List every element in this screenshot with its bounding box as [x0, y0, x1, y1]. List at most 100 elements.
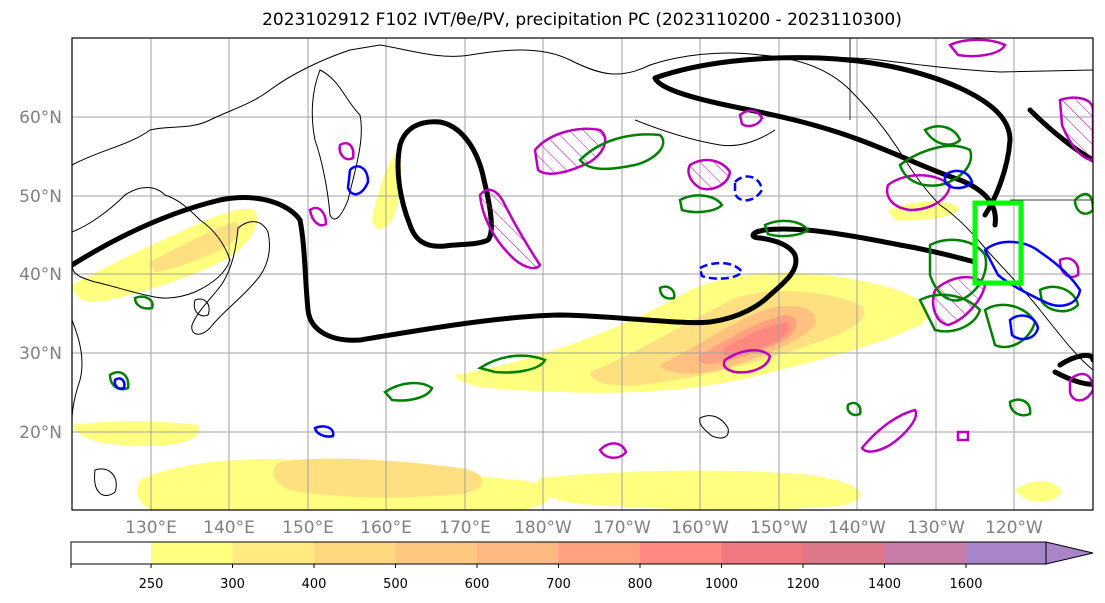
colorbar-tick-label: 300 [220, 577, 245, 592]
theta-blob-17 [1073, 192, 1093, 215]
pv-blob-3 [687, 158, 732, 191]
latitude-labels: 60°N 50°N 40°N 30°N 20°N [19, 108, 62, 443]
china-coast [72, 319, 83, 421]
hawaii [699, 415, 729, 439]
colorbar-segment [395, 542, 478, 564]
ivt-contour [72, 55, 1093, 387]
lon-label-160e: 160°E [360, 518, 412, 538]
colorbar: 250 300 400 500 600 700 800 1000 1200 1400 1600 [70, 541, 1094, 592]
ivt-tropical-2 [536, 470, 861, 510]
lat-label-60: 60°N [19, 108, 62, 128]
lon-label-140e: 140°E [203, 518, 255, 538]
colorbar-extend-arrow [1046, 542, 1093, 564]
graticule [72, 38, 1093, 510]
colorbar-segment [477, 542, 559, 564]
colorbar-tick-label: 600 [465, 577, 490, 592]
ivt-east-asia-inner [150, 222, 240, 272]
lat-label-30: 30°N [19, 344, 62, 364]
longitude-labels: 130°E 140°E 150°E 160°E 170°E 180°W 170°… [125, 518, 1043, 538]
lat-label-20: 20°N [19, 423, 62, 443]
theta-blob-4 [476, 354, 547, 374]
colorbar-tick-label: 800 [628, 577, 653, 592]
pv-blob-8 [885, 174, 952, 212]
ivt-tropical-1b [273, 458, 483, 498]
blue-blob-7 [313, 425, 335, 438]
blue-blob-5 [1008, 314, 1040, 341]
map-title: 2023102912 F102 IVT/θe/PV, precipitation… [262, 10, 902, 30]
colorbar-segment-below [71, 542, 151, 564]
colorbar-segment [884, 542, 967, 564]
ivt-contour-main [72, 195, 978, 343]
lon-label-140w: 140°W [828, 518, 886, 538]
japan [191, 221, 270, 335]
theta-e-negative-contours [113, 165, 1082, 438]
blue-blob-1 [346, 165, 370, 196]
colorbar-segment [721, 542, 804, 564]
blue-blob-8 [113, 377, 126, 390]
colorbar-tick-label: 1400 [868, 577, 901, 592]
colorbar-segment [232, 542, 315, 564]
map-frame [71, 37, 1094, 511]
pv-blob-10 [1058, 96, 1093, 162]
ivt-plume-max [722, 322, 789, 356]
theta-blob-15 [846, 401, 862, 417]
blue-blob-4 [983, 240, 1082, 307]
lon-label-150w: 150°W [750, 518, 808, 538]
pv-blob-2 [533, 127, 607, 175]
aleutians [634, 119, 776, 147]
pv-blob-14 [308, 206, 328, 227]
theta-blob-1 [578, 133, 665, 171]
philippines [94, 468, 117, 496]
theta-blob-3 [763, 219, 810, 238]
theta-blob-7 [133, 295, 154, 310]
colorbar-tick-label: 500 [383, 577, 408, 592]
theta-blob-16 [658, 285, 676, 300]
pv-blob-4 [738, 109, 764, 128]
lon-label-160w: 160°W [671, 518, 729, 538]
coastlines [72, 38, 1093, 496]
ivt-kamchatka [372, 150, 402, 229]
pv-blob-5 [722, 348, 772, 374]
theta-e-positive-contours [108, 125, 1093, 417]
lon-label-170e: 170°E [439, 518, 491, 538]
ivt-contour-closed [395, 119, 494, 249]
pv-blob-1 [478, 188, 542, 270]
colorbar-tick-label: 400 [302, 577, 327, 592]
colorbar-tick-label: 1600 [949, 577, 982, 592]
blue-blob-3 [698, 261, 744, 280]
lon-label-130e: 130°E [125, 518, 177, 538]
kamchatka [311, 69, 362, 220]
pv-blob-7 [860, 408, 918, 453]
pv-blob-15 [338, 141, 355, 161]
lon-label-180w: 180°W [514, 518, 572, 538]
lon-label-170w: 170°W [593, 518, 651, 538]
east-asia-coast [72, 187, 231, 299]
colorbar-segment [803, 542, 885, 564]
colorbar-segment [151, 542, 233, 564]
colorbar-tick-label: 1200 [786, 577, 819, 592]
pv-blob-6 [598, 442, 628, 459]
theta-blob-13 [1038, 285, 1080, 313]
blue-blob-2 [733, 175, 764, 202]
lon-label-130w: 130°W [907, 518, 965, 538]
theta-blob-11 [918, 293, 982, 333]
theta-blob-14 [1008, 398, 1032, 417]
ivt-tropical-4 [1015, 481, 1062, 502]
lat-label-40: 40°N [19, 265, 62, 285]
ivt-shading [72, 150, 1062, 510]
colorbar-segment [640, 542, 722, 564]
colorbar-tick-label: 1000 [705, 577, 738, 592]
highlight-box [972, 200, 1024, 286]
colorbar-segment [558, 542, 641, 564]
ivt-contour-north [652, 55, 1013, 228]
pv-blob-11 [948, 38, 1007, 58]
theta-blob-8 [898, 144, 973, 187]
theta-blob-6 [108, 371, 130, 391]
colorbar-tick-label: 250 [139, 577, 164, 592]
north-america-coast [759, 54, 1093, 371]
ivt-tropical-3 [72, 421, 200, 446]
colorbar-tick-label: 700 [546, 577, 571, 592]
theta-blob-9 [923, 125, 962, 146]
colorbar-segment [966, 542, 1046, 564]
